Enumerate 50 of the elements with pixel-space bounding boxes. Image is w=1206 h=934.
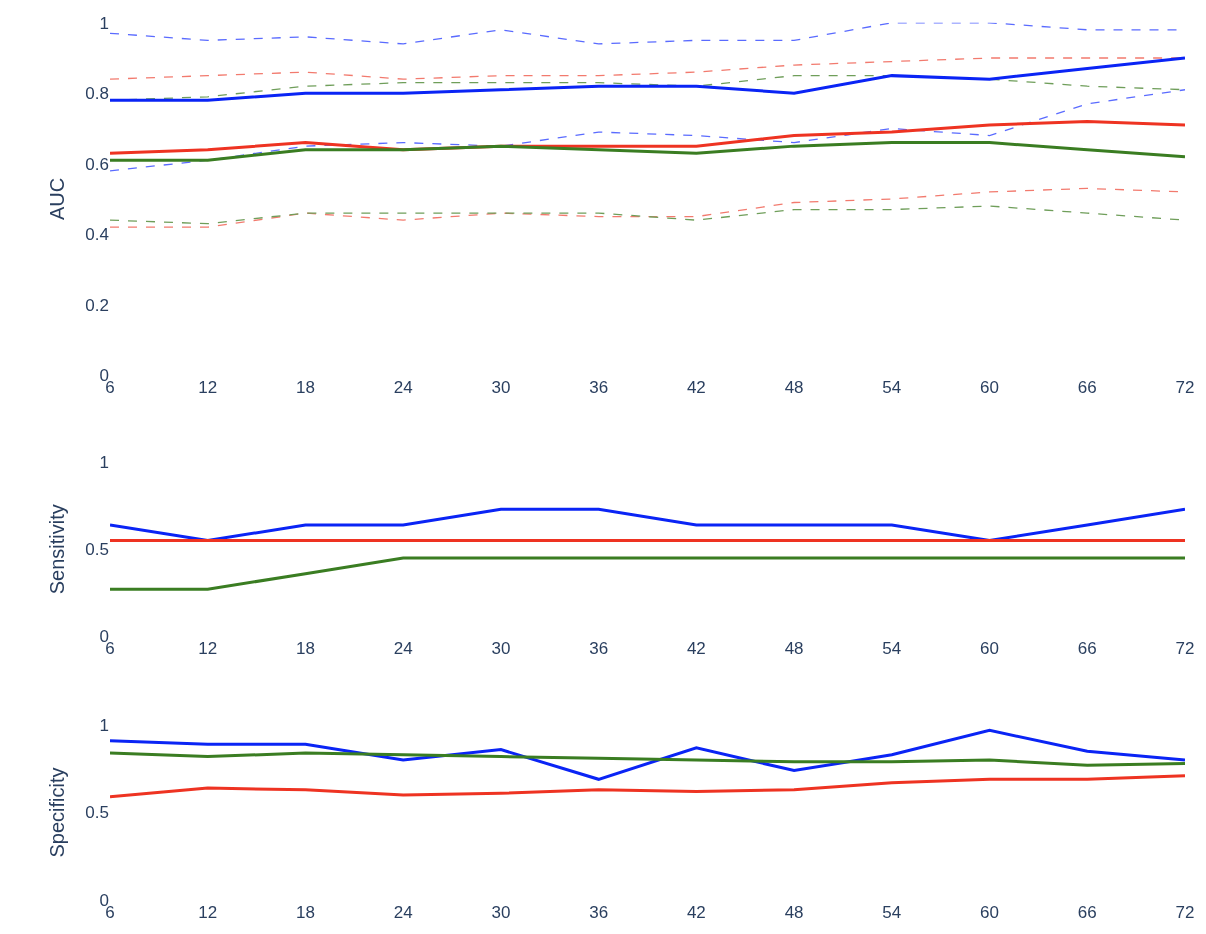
y-tick-label: 0.2	[85, 295, 109, 315]
x-tick-label: 30	[491, 639, 511, 659]
x-tick-label: 36	[589, 378, 609, 398]
x-tick-label: 60	[980, 903, 1000, 922]
x-tick-label: 42	[686, 378, 706, 398]
line-series	[110, 751, 1185, 767]
x-tick-label: 54	[882, 378, 902, 398]
x-tick-label: 30	[491, 903, 511, 922]
x-tick-label: 66	[1077, 903, 1097, 922]
x-tick-label: 42	[686, 903, 706, 922]
x-tick-label: 12	[198, 378, 218, 398]
x-tick-label: 18	[295, 903, 315, 922]
x-tick-label: 36	[589, 639, 609, 659]
x-tick-label: 48	[784, 903, 804, 922]
y-tick-label: 0.5	[85, 803, 109, 823]
line-series	[110, 56, 1185, 102]
x-tick-label: 18	[295, 639, 315, 659]
x-tick-label: 36	[589, 903, 609, 922]
line-series	[110, 141, 1185, 162]
y-tick-label: 0.4	[85, 225, 109, 245]
x-tick-label: 72	[1175, 639, 1195, 659]
x-tick-label: 42	[686, 639, 706, 659]
y-axis-title: Sensitivity	[45, 504, 68, 595]
y-tick-label: 1	[99, 716, 109, 736]
x-tick-label: 72	[1175, 378, 1195, 398]
x-tick-label: 18	[295, 378, 315, 398]
x-tick-label: 24	[393, 639, 413, 659]
y-tick-label: 1	[99, 453, 109, 473]
x-tick-label: 12	[198, 903, 218, 922]
x-tick-label: 54	[882, 903, 902, 922]
x-tick-label: 60	[980, 639, 1000, 659]
y-tick-label: 0.6	[85, 154, 109, 174]
x-tick-label: 24	[393, 378, 413, 398]
x-tick-label: 12	[198, 639, 218, 659]
x-tick-label: 30	[491, 378, 511, 398]
x-tick-label: 24	[393, 903, 413, 922]
x-tick-label: 72	[1175, 903, 1195, 922]
y-axis-title: AUC	[45, 177, 68, 221]
y-tick-label: 0.8	[85, 84, 109, 104]
x-tick-label: 66	[1077, 378, 1097, 398]
line-series	[110, 774, 1185, 799]
y-axis-title: Specificity	[45, 767, 68, 858]
line-series	[110, 89, 1185, 172]
y-tick-label: 0.5	[85, 540, 109, 560]
x-tick-label: 48	[784, 639, 804, 659]
y-tick-label: 1	[99, 13, 109, 33]
x-tick-label: 54	[882, 639, 902, 659]
x-tick-label: 66	[1077, 639, 1097, 659]
x-tick-label: 48	[784, 378, 804, 398]
x-tick-label: 60	[980, 378, 1000, 398]
